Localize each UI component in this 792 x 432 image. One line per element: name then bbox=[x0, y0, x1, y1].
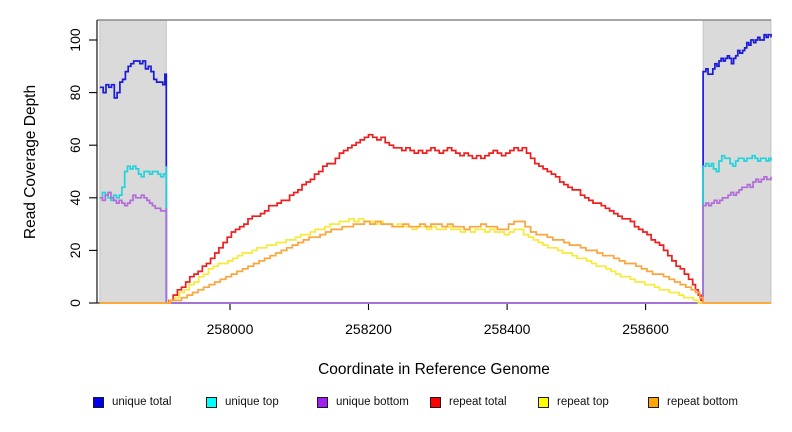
legend-swatch-icon-unique-top bbox=[206, 396, 217, 408]
legend-swatch-icon-unique-total bbox=[93, 396, 104, 408]
series-line-unique-total bbox=[99, 33, 772, 304]
legend-item-repeat-bottom: repeat bottom bbox=[648, 394, 738, 410]
legend-label-unique-top: unique top bbox=[225, 396, 279, 408]
flank-region-left bbox=[99, 19, 167, 304]
legend-item-unique-total: unique total bbox=[93, 394, 171, 410]
y-axis-ticks: 0 20 40 60 80 100 bbox=[67, 28, 97, 307]
legend-label-repeat-top: repeat top bbox=[557, 396, 609, 408]
y-tick-label: 0 bbox=[67, 299, 83, 307]
series-line-unique-top bbox=[99, 154, 772, 304]
y-axis-title: Read Coverage Depth bbox=[22, 84, 39, 240]
legend-swatch-icon-repeat-total bbox=[430, 396, 441, 408]
series-line-unique-bottom bbox=[99, 175, 772, 304]
x-axis-ticks: 258000 258200 258400 258600 bbox=[207, 303, 669, 337]
y-tick-label: 100 bbox=[67, 28, 83, 52]
legend-label-unique-bottom: unique bottom bbox=[336, 396, 409, 408]
legend-item-repeat-total: repeat total bbox=[430, 394, 507, 410]
series-line-repeat-bottom bbox=[99, 220, 771, 304]
legend: unique total unique top unique bottom repea… bbox=[0, 394, 792, 414]
series-line-repeat-top bbox=[99, 217, 771, 304]
legend-swatch-icon-repeat-bottom bbox=[648, 396, 659, 408]
legend-swatch-icon-unique-bottom bbox=[317, 396, 328, 408]
x-tick-label: 258600 bbox=[622, 321, 669, 337]
y-tick-label: 40 bbox=[67, 190, 83, 206]
y-tick-label: 20 bbox=[67, 242, 83, 258]
y-tick-label: 60 bbox=[67, 137, 83, 153]
legend-item-repeat-top: repeat top bbox=[538, 394, 609, 410]
legend-item-unique-top: unique top bbox=[206, 394, 279, 410]
x-tick-label: 258200 bbox=[345, 321, 392, 337]
legend-swatch-icon-repeat-top bbox=[538, 396, 549, 408]
legend-label-repeat-total: repeat total bbox=[449, 396, 507, 408]
legend-item-unique-bottom: unique bottom bbox=[317, 394, 409, 410]
legend-label-unique-total: unique total bbox=[112, 396, 172, 408]
x-axis-title: Coordinate in Reference Genome bbox=[318, 361, 550, 378]
x-tick-label: 258000 bbox=[207, 321, 254, 337]
x-tick-label: 258400 bbox=[484, 321, 531, 337]
legend-label-repeat-bottom: repeat bottom bbox=[667, 396, 738, 408]
series-line-repeat-total bbox=[99, 133, 771, 304]
y-tick-label: 80 bbox=[67, 85, 83, 101]
